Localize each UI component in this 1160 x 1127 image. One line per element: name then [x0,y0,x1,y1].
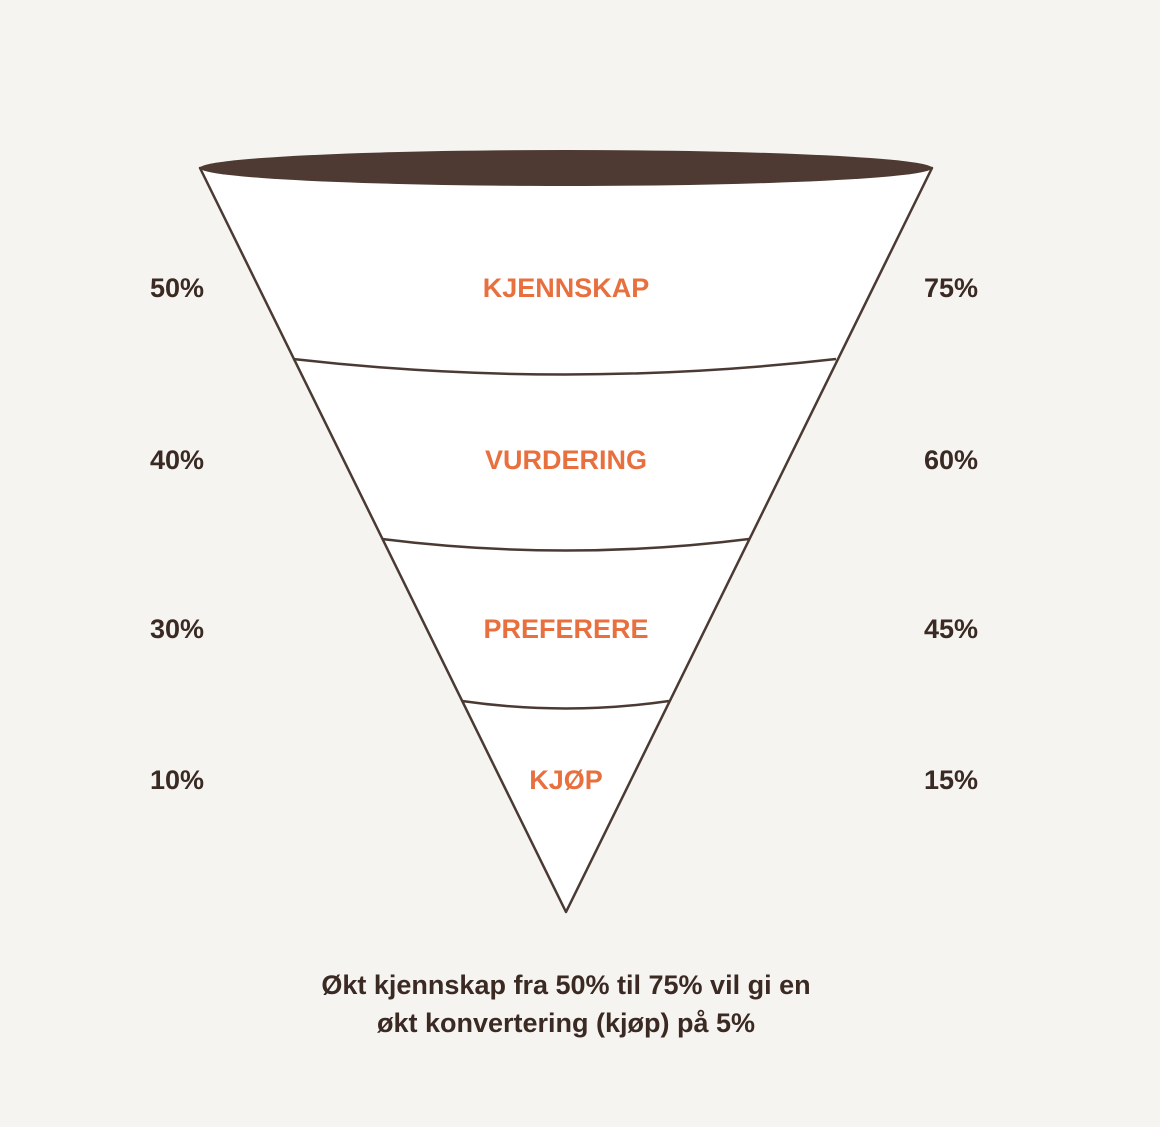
stage-label-preferere: PREFERERE [483,614,648,644]
left-percent-kjennskap: 50% [150,273,204,303]
stage-divider-1 [292,357,837,376]
stage-label-vurdering: VURDERING [485,445,647,475]
stage-label-kjop: KJØP [529,765,603,795]
left-percent-preferere: 30% [150,614,204,644]
stage-divider-3 [461,699,670,710]
right-percent-vurdering: 60% [924,445,978,475]
right-percent-preferere: 45% [924,614,978,644]
stage-label-kjennskap: KJENNSKAP [483,273,650,303]
left-percent-vurdering: 40% [150,445,204,475]
stage-divider-2 [381,537,750,552]
funnel-caption: Økt kjennskap fra 50% til 75% vil gi en … [180,966,952,1042]
right-percent-kjennskap: 75% [924,273,978,303]
left-percent-kjop: 10% [150,765,204,795]
right-percent-kjop: 15% [924,765,978,795]
funnel-rim [200,150,932,186]
caption-line-2: økt konvertering (kjøp) på 5% [376,1008,756,1038]
caption-line-1: Økt kjennskap fra 50% til 75% vil gi en [321,970,811,1000]
